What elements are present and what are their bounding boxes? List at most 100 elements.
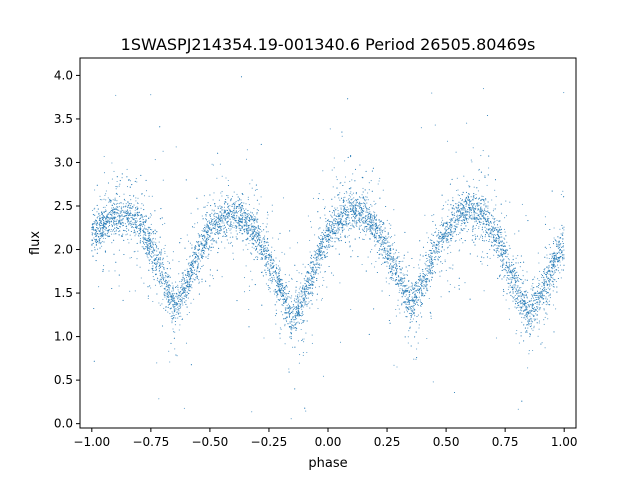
data-point: [303, 291, 305, 293]
data-point: [368, 227, 370, 229]
data-point: [554, 239, 556, 241]
data-point: [397, 304, 399, 306]
data-point: [466, 220, 468, 222]
data-point: [166, 298, 168, 300]
data-point: [393, 209, 395, 211]
data-point: [270, 273, 272, 275]
data-point: [441, 243, 443, 246]
data-point: [381, 240, 383, 242]
data-point: [107, 220, 109, 222]
data-point: [349, 205, 351, 207]
data-point: [198, 281, 200, 283]
data-point: [532, 287, 534, 289]
data-point: [191, 287, 193, 289]
data-point: [339, 233, 342, 235]
data-point: [472, 205, 474, 207]
data-point: [515, 257, 517, 259]
data-point: [395, 315, 397, 317]
data-point: [296, 297, 298, 299]
data-point: [229, 229, 231, 231]
data-point: [145, 190, 148, 192]
data-point: [172, 285, 174, 287]
data-point: [399, 272, 401, 274]
data-point: [289, 308, 291, 310]
data-point: [142, 237, 144, 240]
data-point: [183, 295, 185, 297]
data-point: [321, 232, 323, 234]
data-point: [535, 313, 537, 315]
data-point: [110, 212, 112, 214]
data-point: [168, 280, 170, 282]
data-point: [535, 296, 537, 299]
data-point: [343, 197, 345, 199]
data-point: [304, 266, 306, 268]
data-point: [562, 259, 564, 261]
data-point: [563, 229, 565, 231]
data-point: [463, 212, 465, 214]
data-point: [111, 162, 113, 164]
data-point: [314, 254, 316, 256]
data-point: [128, 221, 130, 223]
data-point: [246, 231, 248, 233]
data-point: [402, 294, 404, 296]
data-point: [212, 278, 214, 280]
data-point: [133, 204, 135, 206]
data-point: [243, 210, 245, 212]
data-point: [103, 172, 106, 174]
data-point: [509, 277, 511, 279]
data-point: [322, 199, 324, 201]
data-point: [302, 354, 304, 356]
data-point: [123, 193, 125, 195]
data-point: [442, 219, 444, 221]
data-point: [317, 307, 319, 310]
data-point: [197, 243, 199, 245]
data-point: [285, 282, 287, 284]
data-point: [383, 229, 385, 231]
data-point: [506, 272, 508, 274]
data-point: [487, 264, 489, 266]
data-point: [222, 209, 224, 211]
data-point: [93, 228, 95, 230]
data-point: [206, 204, 208, 207]
data-point: [398, 279, 400, 281]
data-point: [333, 230, 335, 232]
data-point: [519, 266, 521, 268]
data-point: [184, 279, 186, 282]
data-point: [531, 294, 533, 297]
data-point: [185, 274, 187, 277]
data-point: [425, 273, 427, 275]
data-point: [172, 312, 174, 314]
data-point: [156, 279, 158, 281]
data-point: [444, 261, 446, 263]
data-point: [405, 294, 407, 296]
data-point: [488, 167, 490, 169]
data-point: [193, 260, 195, 262]
data-point: [393, 253, 395, 255]
data-point: [117, 215, 119, 217]
data-point: [164, 277, 166, 279]
data-point: [460, 204, 462, 206]
data-point: [136, 206, 138, 208]
data-point: [485, 199, 487, 201]
data-point: [349, 180, 351, 182]
data-point: [383, 242, 385, 244]
data-point: [512, 300, 514, 302]
data-point: [426, 337, 428, 340]
data-point: [545, 280, 548, 282]
data-point: [337, 231, 339, 233]
data-point: [478, 238, 480, 240]
data-point: [168, 350, 170, 352]
data-point: [477, 190, 479, 192]
data-point: [530, 288, 532, 290]
data-point: [475, 197, 478, 199]
data-point: [386, 219, 388, 221]
data-point: [552, 267, 554, 269]
data-point: [427, 260, 429, 262]
data-point: [353, 209, 355, 211]
data-point: [489, 249, 491, 251]
data-point: [139, 242, 141, 244]
data-point: [172, 331, 175, 333]
data-point: [363, 226, 365, 228]
data-point: [328, 224, 330, 226]
data-point: [159, 272, 161, 274]
